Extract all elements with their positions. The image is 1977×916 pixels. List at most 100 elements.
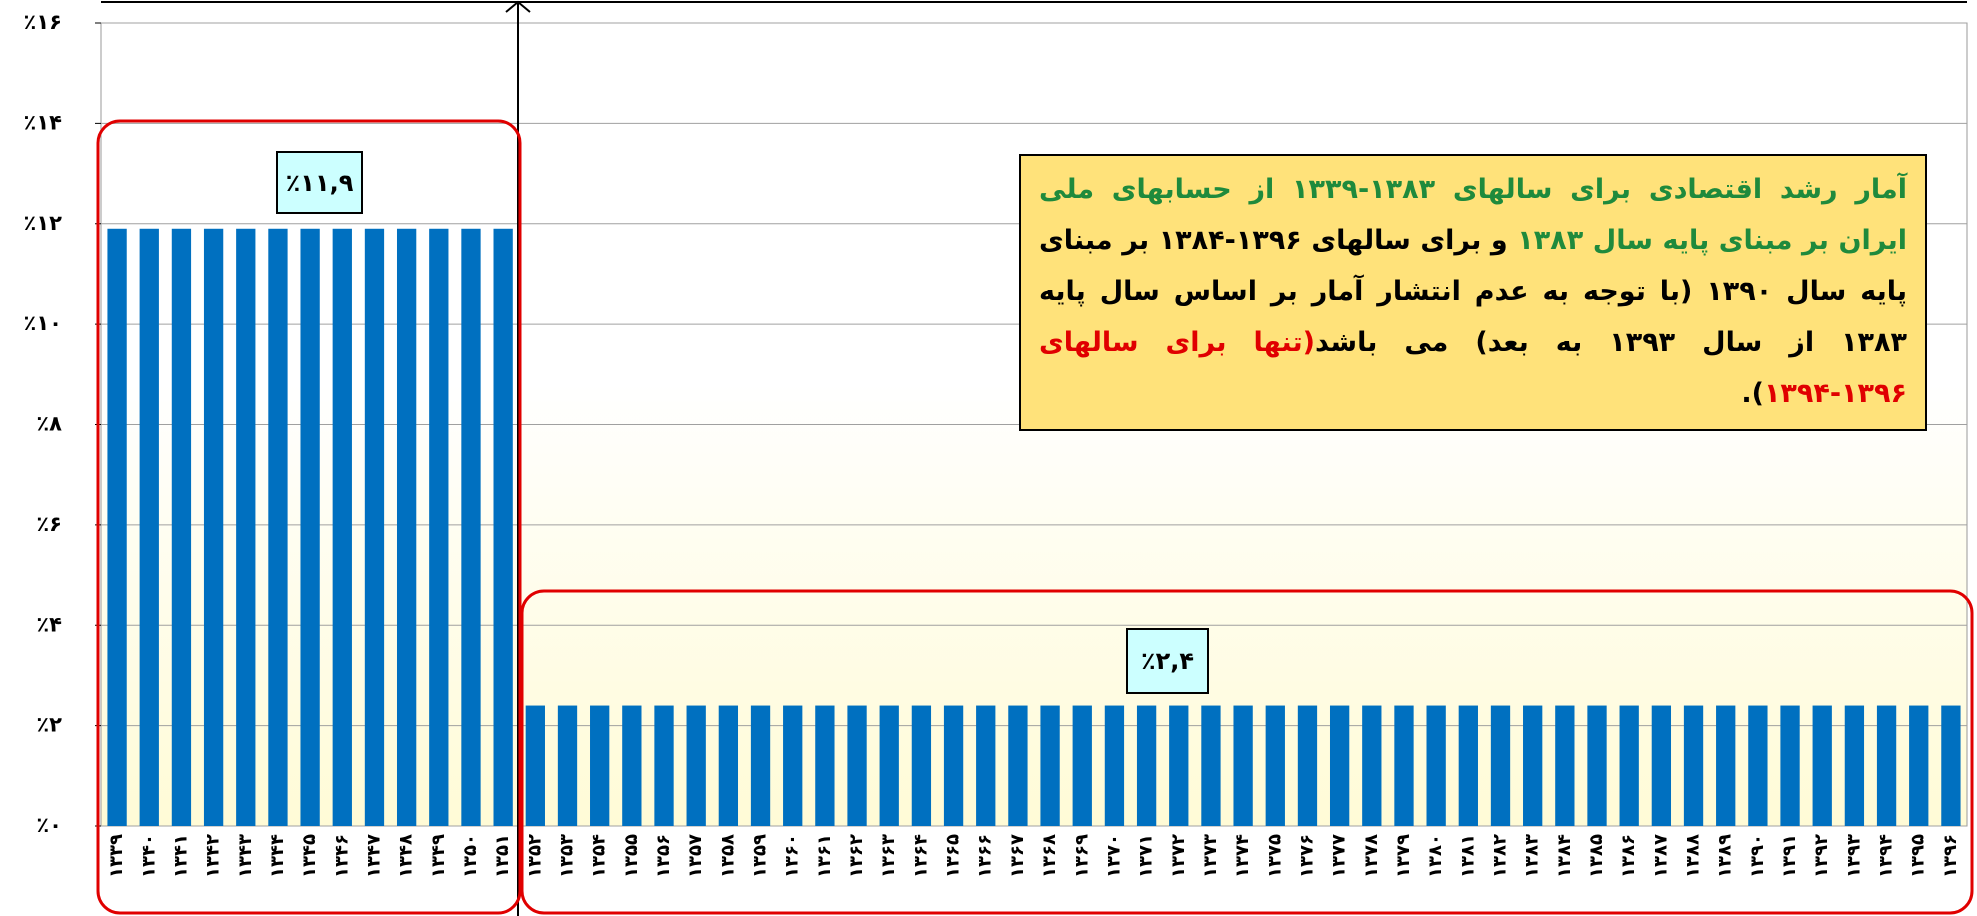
x-tick-label: ۱۳۶۳	[878, 834, 899, 878]
bar	[1072, 705, 1092, 826]
bar	[1587, 705, 1607, 826]
bar	[1941, 705, 1961, 826]
x-tick-label: ۱۳۴۳	[235, 834, 256, 878]
bar	[718, 705, 739, 826]
x-tick-label: ۱۳۸۰	[1425, 834, 1446, 878]
bar	[1297, 705, 1318, 826]
x-tick-label: ۱۳۸۳	[1522, 834, 1543, 878]
bar	[429, 228, 449, 827]
bar	[171, 228, 192, 827]
x-tick-label: ۱۳۷۱	[1136, 834, 1157, 878]
bar	[590, 705, 610, 826]
note-text: (تنها برای سالهای ۱۳۹۶-۱۳۹۴	[1039, 327, 1907, 409]
x-tick-label: ۱۳۶۰	[782, 834, 803, 878]
bar	[461, 228, 481, 827]
bar	[268, 228, 288, 827]
x-tick-label: ۱۳۴۱	[170, 834, 191, 878]
y-tick-label: ٪۲	[36, 713, 62, 737]
bar	[1523, 705, 1543, 826]
bar	[622, 705, 642, 826]
x-tick-label: ۱۳۵۸	[717, 834, 738, 878]
x-tick-label: ۱۳۴۵	[299, 834, 320, 878]
x-tick-label: ۱۳۵۲	[524, 834, 545, 878]
bar	[1169, 705, 1189, 826]
y-tick-label: ٪۱۲	[24, 211, 63, 235]
x-tick-label: ۱۳۹۳	[1843, 834, 1864, 878]
bar	[1008, 705, 1028, 826]
x-tick-label: ۱۳۴۰	[138, 834, 159, 878]
x-tick-label: ۱۳۷۶	[1296, 834, 1317, 878]
bar	[1426, 705, 1446, 826]
x-tick-label: ۱۳۸۱	[1457, 834, 1478, 878]
x-tick-label: ۱۳۳۹	[106, 834, 127, 878]
bar	[1812, 705, 1832, 826]
note-box: آمار رشد اقتصادی برای سالهای ۱۳۸۳-۱۳۳۹ ا…	[1019, 154, 1927, 431]
group-outline	[520, 589, 1974, 915]
bar	[493, 228, 513, 827]
bar	[1619, 705, 1639, 826]
x-tick-label: ۱۳۵۳	[557, 834, 578, 878]
x-tick-label: ۱۳۸۴	[1554, 834, 1575, 878]
bar	[1651, 705, 1672, 826]
y-tick-label: ٪۱۴	[24, 110, 63, 134]
x-tick-label: ۱۳۸۸	[1683, 834, 1704, 878]
bar	[1683, 705, 1704, 826]
x-tick-label: ۱۳۹۱	[1779, 834, 1800, 878]
bar	[236, 228, 256, 827]
x-tick-label: ۱۳۵۵	[621, 834, 642, 878]
bar	[879, 705, 899, 826]
x-tick-label: ۱۳۶۵	[943, 834, 964, 878]
bar	[396, 228, 417, 827]
bar	[1040, 705, 1060, 826]
x-tick-label: ۱۳۹۲	[1811, 834, 1832, 878]
bar	[847, 705, 867, 826]
bar	[1201, 705, 1221, 826]
x-tick-label: ۱۳۹۰	[1747, 834, 1768, 878]
bar	[203, 228, 224, 827]
x-tick-label: ۱۳۴۴	[267, 834, 288, 878]
y-tick-label: ٪۱۰	[24, 311, 62, 335]
annotation: ٪۱۱,۹	[276, 151, 363, 214]
y-tick-label: ٪۰	[36, 813, 62, 837]
bar	[1458, 705, 1478, 826]
bar	[1876, 705, 1897, 826]
x-tick-label: ۱۳۴۷	[363, 834, 384, 878]
note-text: آمار رشد اقتصادی برای سالهای ۱۳۸۳-۱۳۳۹ ا…	[1039, 174, 1907, 256]
x-tick-label: ۱۳۹۵	[1908, 834, 1929, 878]
x-tick-label: ۱۳۸۲	[1490, 834, 1511, 878]
bar	[943, 705, 964, 826]
bar	[1394, 705, 1414, 826]
x-tick-label: ۱۳۴۶	[331, 834, 352, 878]
bar	[1748, 705, 1768, 826]
x-tick-label: ۱۳۵۹	[750, 834, 771, 878]
arrow-head	[505, 0, 531, 13]
bar	[1104, 705, 1125, 826]
bar	[300, 228, 320, 827]
annotation: ٪۲,۴	[1126, 628, 1209, 694]
x-tick-label: ۱۳۷۳	[1200, 834, 1221, 878]
x-tick-label: ۱۳۷۹	[1393, 834, 1414, 878]
bar	[976, 705, 996, 826]
x-tick-label: ۱۳۷۴	[1232, 834, 1253, 878]
x-tick-label: ۱۳۶۴	[910, 834, 931, 878]
y-tick-label: ٪۱۶	[24, 10, 62, 34]
x-tick-label: ۱۳۴۲	[203, 834, 224, 878]
x-tick-label: ۱۳۸۹	[1715, 834, 1736, 878]
x-tick-label: ۱۳۶۶	[975, 834, 996, 878]
x-tick-label: ۱۳۶۷	[1007, 834, 1028, 878]
x-tick-label: ۱۳۷۷	[1329, 834, 1350, 878]
x-tick-label: ۱۳۵۷	[685, 834, 706, 878]
group-outline	[96, 119, 522, 915]
bar	[525, 705, 545, 826]
bar	[332, 228, 352, 827]
bar	[107, 228, 127, 827]
x-tick-label: ۱۳۷۸	[1361, 834, 1382, 878]
x-tick-label: ۱۳۷۰	[1103, 834, 1124, 878]
bar	[1555, 705, 1575, 826]
x-tick-label: ۱۳۵۱	[492, 834, 513, 878]
x-tick-label: ۱۳۹۶	[1940, 834, 1961, 878]
bar	[364, 228, 385, 827]
x-tick-label: ۱۳۶۲	[846, 834, 867, 878]
bar	[1716, 705, 1736, 826]
